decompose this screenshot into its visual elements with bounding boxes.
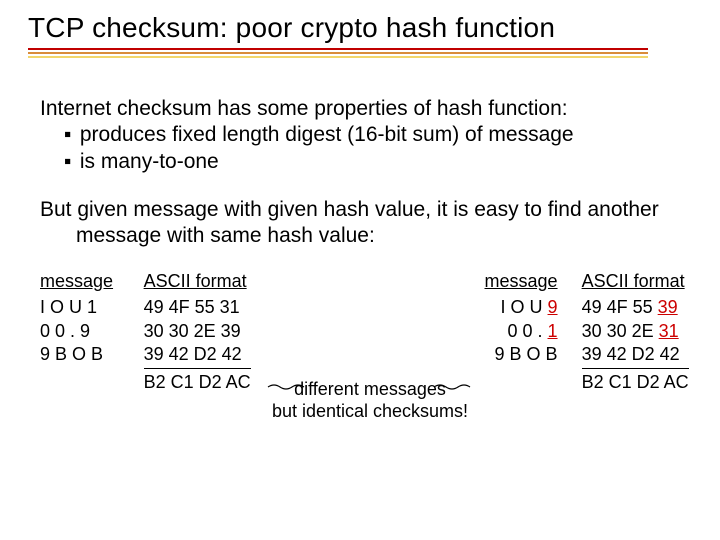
- left-msg-header: message: [40, 271, 113, 292]
- bullet-icon: ▪: [64, 149, 74, 175]
- right-ascii-line: 49 4F 55 39: [582, 296, 678, 319]
- caption-line-2: but identical checksums!: [262, 401, 478, 423]
- right-ascii-header: ASCII format: [582, 271, 685, 292]
- examples-row: message I O U 1 0 0 . 9 9 B O B ASCII fo…: [0, 249, 720, 395]
- right-msg-line: 9 B O B: [495, 343, 558, 366]
- left-ascii-line: 49 4F 55 31: [144, 296, 240, 319]
- para1-lead: Internet checksum has some properties of…: [40, 96, 690, 122]
- bullet-text: is many-to-one: [80, 150, 219, 173]
- right-message-col: message I O U 9 0 0 . 1 9 B O B: [478, 271, 558, 366]
- left-ascii-line: 30 30 2E 39: [144, 320, 241, 343]
- left-msg-line: I O U 1: [40, 296, 97, 319]
- title-underline: [0, 48, 648, 58]
- left-ascii-line: 39 42 D2 42: [144, 343, 242, 366]
- right-ascii-line: 39 42 D2 42: [582, 343, 680, 366]
- underline-2: [28, 52, 648, 54]
- right-checksum: B2 C1 D2 AC: [582, 368, 689, 394]
- right-msg-line: I O U 9: [501, 296, 558, 319]
- left-checksum: B2 C1 D2 AC: [144, 368, 251, 394]
- caption-block: different messages but identical checksu…: [262, 379, 478, 422]
- right-ascii-col: ASCII format 49 4F 55 39 30 30 2E 31 39 …: [582, 271, 700, 395]
- para1-bullet-1: ▪ produces fixed length digest (16-bit s…: [40, 122, 690, 148]
- left-ascii-col: ASCII format 49 4F 55 31 30 30 2E 39 39 …: [144, 271, 262, 395]
- bullet-icon: ▪: [64, 122, 74, 148]
- middle-caption-area: different messages but identical checksu…: [262, 271, 478, 395]
- left-msg-line: 0 0 . 9: [40, 320, 90, 343]
- left-msg-line: 9 B O B: [40, 343, 103, 366]
- para2-text: But given message with given hash value,…: [40, 197, 690, 250]
- underline-3: [28, 56, 648, 58]
- slide-title: TCP checksum: poor crypto hash function: [0, 0, 720, 48]
- para1-bullet-2: ▪ is many-to-one: [40, 149, 690, 175]
- right-ascii-line: 30 30 2E 31: [582, 320, 679, 343]
- right-msg-line: 0 0 . 1: [508, 320, 558, 343]
- paragraph-2: But given message with given hash value,…: [0, 175, 720, 250]
- left-message-col: message I O U 1 0 0 . 9 9 B O B: [40, 271, 120, 366]
- paragraph-1: Internet checksum has some properties of…: [0, 60, 720, 175]
- right-msg-header: message: [485, 271, 558, 292]
- left-ascii-header: ASCII format: [144, 271, 247, 292]
- underline-1: [28, 48, 648, 50]
- caption-line-1: different messages: [262, 379, 478, 401]
- bullet-text: produces fixed length digest (16-bit sum…: [80, 123, 574, 146]
